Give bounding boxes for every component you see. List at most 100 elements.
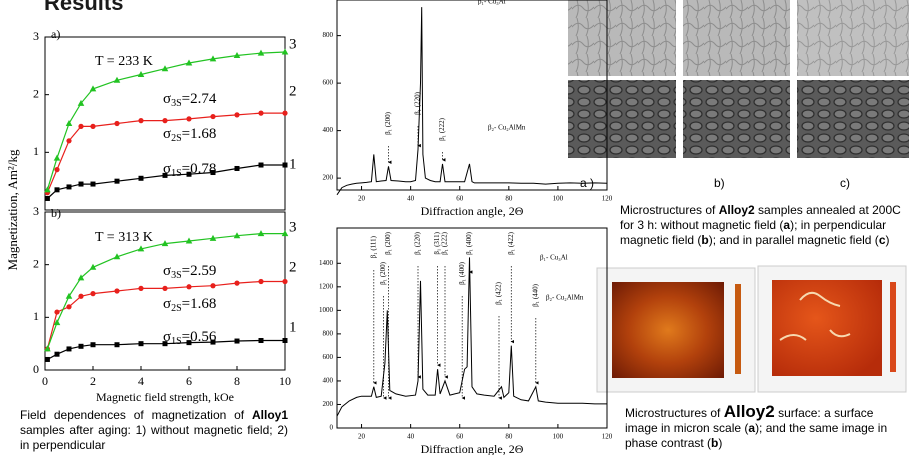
sigma-symbol: σ bbox=[163, 161, 171, 177]
y-tick-label: 400 bbox=[323, 377, 334, 385]
marker bbox=[137, 245, 145, 252]
y-tick-label: 600 bbox=[323, 353, 334, 361]
sigma-subscript: 2S bbox=[171, 303, 182, 314]
chart: 0 1 2 3 0 2 4 6 8 10 Magnetic field strength, kOe b… bbox=[33, 204, 297, 404]
chart: 0 200 400 600 800 1000 1200 1400 20 40 60 80 100 120 D… bbox=[319, 227, 613, 455]
caption-run: c bbox=[878, 233, 886, 247]
marker bbox=[185, 59, 193, 66]
peak-label: β₁ (222) bbox=[441, 231, 449, 255]
marker bbox=[66, 184, 72, 190]
marker bbox=[186, 171, 192, 177]
y-tick-label: 400 bbox=[323, 126, 334, 134]
series-label: 3 bbox=[289, 36, 297, 52]
x-tick-label: 0 bbox=[42, 374, 48, 388]
plot-frame bbox=[336, 0, 608, 191]
peak-label: β₁ (422) bbox=[495, 281, 503, 305]
peak-label: β₁ (111) bbox=[369, 235, 377, 258]
y-tick-label: 1200 bbox=[319, 282, 334, 290]
marker bbox=[258, 110, 264, 116]
peak-label: β₁ (400) bbox=[465, 231, 473, 255]
panel-label: a) bbox=[51, 27, 60, 41]
series-label: 2 bbox=[289, 83, 297, 99]
marker bbox=[161, 65, 169, 72]
legend-note: β₁- Cu₃Al bbox=[540, 254, 568, 262]
y-tick-label: 800 bbox=[323, 31, 334, 39]
marker bbox=[282, 278, 288, 285]
marker bbox=[258, 338, 264, 344]
peak-label: β₁ (400) bbox=[458, 261, 466, 285]
marker bbox=[185, 237, 193, 244]
peak-label: β₁ (200) bbox=[384, 231, 392, 255]
sigma-value: =0.78 bbox=[182, 161, 217, 177]
sigma-subscript: 1S bbox=[171, 336, 182, 347]
x-tick-label: 80 bbox=[505, 195, 513, 203]
marker bbox=[53, 154, 61, 161]
sem-image bbox=[797, 0, 909, 76]
series-label: 3 bbox=[289, 219, 297, 235]
marker bbox=[114, 342, 120, 348]
afm-images bbox=[596, 265, 907, 393]
spectrum bbox=[336, 7, 608, 196]
afm-scale bbox=[735, 284, 741, 374]
sem-image bbox=[683, 0, 790, 76]
caption-run: Alloy2 bbox=[723, 402, 775, 421]
sigma-subscript: 1S bbox=[171, 168, 182, 179]
y-tick-label: 200 bbox=[323, 174, 334, 182]
marker bbox=[233, 232, 241, 239]
x-tick-label: 10 bbox=[279, 374, 291, 388]
sigma-symbol: σ bbox=[163, 126, 171, 142]
peak-label: β₁ (222) bbox=[438, 117, 446, 141]
x-tick-label: 40 bbox=[407, 433, 415, 441]
marker bbox=[282, 162, 288, 168]
y-tick-label: 2 bbox=[33, 86, 39, 100]
marker bbox=[257, 49, 265, 56]
plot-frame bbox=[44, 36, 286, 211]
x-tick-label: 2 bbox=[90, 374, 96, 388]
marker bbox=[78, 343, 84, 349]
x-tick-label: 40 bbox=[407, 195, 415, 203]
x-axis-label: Diffraction angle, 2Θ bbox=[421, 204, 524, 218]
afm-image bbox=[612, 282, 724, 378]
marker bbox=[138, 285, 144, 291]
caption-run: b bbox=[701, 233, 709, 247]
x-tick-label: 60 bbox=[456, 195, 464, 203]
marker bbox=[162, 172, 168, 178]
annotation: T = 313 K bbox=[95, 230, 153, 245]
caption-run: Microstructures of bbox=[625, 406, 724, 420]
marker bbox=[44, 186, 51, 193]
caption-run: a bbox=[783, 218, 791, 232]
sigma-value: =1.68 bbox=[182, 296, 217, 312]
series-label: 1 bbox=[289, 319, 297, 335]
peak-label: β₁ (220) bbox=[414, 231, 422, 255]
marker bbox=[44, 356, 50, 362]
caption-run: Alloy2 bbox=[718, 203, 755, 217]
marker bbox=[210, 283, 216, 289]
marker bbox=[281, 48, 289, 55]
y-tick-label: 3 bbox=[33, 204, 39, 218]
marker bbox=[234, 280, 240, 286]
marker bbox=[65, 120, 73, 126]
x-axis-label: Magnetic field strength, kOe bbox=[96, 390, 234, 404]
marker bbox=[44, 345, 51, 352]
x-tick-label: 100 bbox=[553, 195, 564, 203]
sem-image bbox=[797, 80, 909, 158]
caption: Field dependences of magnetization of Al… bbox=[20, 408, 288, 453]
marker bbox=[281, 230, 289, 237]
slide-title: Results bbox=[44, 0, 124, 15]
y-tick-label: 1400 bbox=[319, 259, 334, 267]
y-tick-label: 200 bbox=[323, 400, 334, 408]
sem-image bbox=[568, 0, 676, 76]
marker bbox=[138, 175, 144, 181]
marker bbox=[210, 170, 216, 176]
peak-label: β₁ (440) bbox=[531, 283, 539, 307]
x-axis-label: Diffraction angle, 2Θ bbox=[421, 442, 524, 455]
marker bbox=[90, 181, 96, 187]
marker bbox=[162, 118, 168, 124]
marker bbox=[114, 120, 120, 127]
afm-scale bbox=[890, 282, 896, 372]
afm-feature bbox=[779, 291, 851, 341]
peak-label: β₁ (422) bbox=[507, 231, 515, 255]
marker bbox=[78, 123, 84, 129]
sigma-label: σ2S=1.68 bbox=[163, 126, 216, 144]
